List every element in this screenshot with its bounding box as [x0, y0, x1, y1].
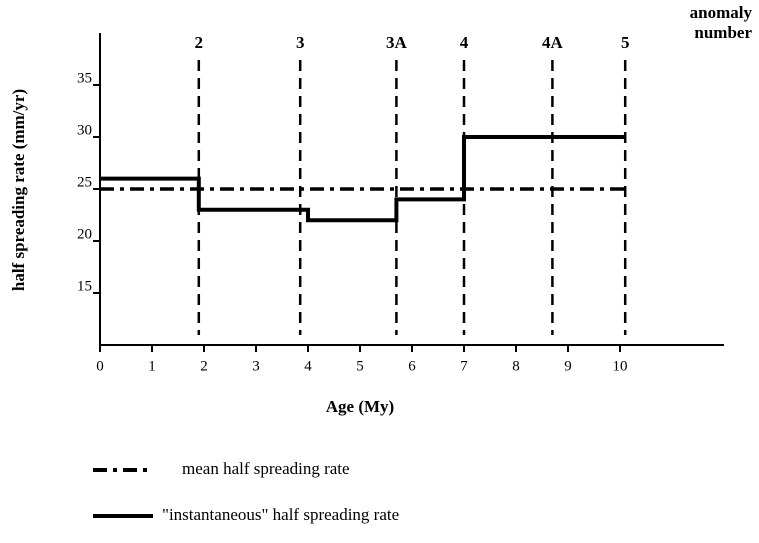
y-axis-label: half spreading rate (mm/yr): [9, 89, 28, 291]
x-tick-label: 6: [408, 358, 416, 374]
x-tick-label: 5: [356, 358, 364, 374]
y-tick-label: 35: [77, 70, 92, 86]
y-tick-label: 20: [77, 226, 92, 242]
y-tick-label: 30: [77, 122, 92, 138]
anomaly-label: 3: [296, 33, 305, 52]
x-tick-label: 2: [200, 358, 208, 374]
x-tick-label: 4: [304, 358, 312, 374]
anomaly-title: number: [694, 23, 752, 42]
y-tick-label: 25: [77, 174, 92, 190]
x-tick-label: 10: [613, 358, 628, 374]
legend-label: "instantaneous" half spreading rate: [162, 505, 399, 524]
x-tick-label: 0: [96, 358, 104, 374]
x-tick-label: 8: [512, 358, 520, 374]
x-tick-label: 7: [460, 358, 468, 374]
x-tick-label: 1: [148, 358, 156, 374]
legend-label: mean half spreading rate: [182, 459, 350, 478]
anomaly-title: anomaly: [690, 3, 753, 22]
anomaly-label: 5: [621, 33, 630, 52]
anomaly-label: 4A: [542, 33, 564, 52]
x-tick-label: 9: [564, 358, 572, 374]
anomaly-label: 4: [460, 33, 469, 52]
anomaly-label: 2: [195, 33, 204, 52]
x-tick-label: 3: [252, 358, 260, 374]
anomaly-label: 3A: [386, 33, 408, 52]
y-tick-label: 15: [77, 278, 92, 294]
x-axis-label: Age (My): [326, 397, 394, 416]
series-line: [100, 135, 626, 223]
